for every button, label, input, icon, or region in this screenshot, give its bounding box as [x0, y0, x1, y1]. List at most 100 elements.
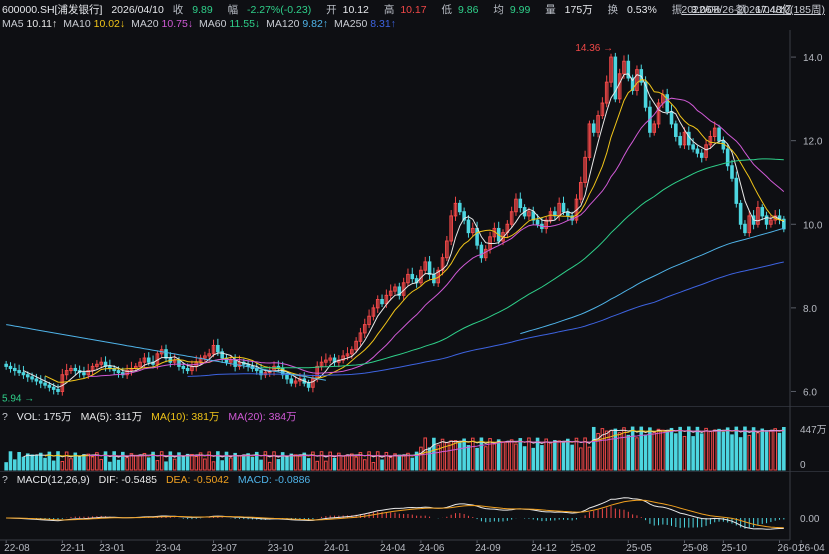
volume-bar — [665, 430, 669, 471]
candle — [652, 123, 657, 133]
volume-bar — [522, 446, 527, 471]
candle — [146, 357, 151, 363]
candle — [397, 286, 402, 296]
candle — [622, 60, 626, 75]
candle — [99, 361, 104, 365]
price-tick-label: 12.0 — [803, 137, 823, 148]
candle — [30, 376, 34, 380]
volume-bar — [401, 455, 406, 471]
candle — [630, 77, 635, 92]
volume-bar — [760, 428, 765, 471]
volume-bar — [315, 460, 320, 471]
candle — [596, 115, 600, 133]
volume-bar — [64, 451, 69, 471]
volume-bar — [501, 441, 505, 471]
volume-bar — [514, 443, 518, 471]
volume-bar — [587, 446, 592, 471]
volume-bar — [682, 435, 687, 471]
candle — [229, 359, 233, 363]
volume-bar — [371, 462, 376, 471]
candle — [445, 240, 449, 259]
candle — [34, 378, 39, 382]
candle — [514, 198, 518, 213]
ma-legend-item: MA10 10.02↓ — [63, 18, 126, 30]
volume-bar — [73, 452, 78, 471]
volume-bar — [159, 451, 164, 471]
volume-bar — [466, 445, 471, 471]
volume-bar — [358, 452, 363, 471]
volume-bar — [95, 452, 99, 471]
candle — [704, 144, 708, 158]
change-field: 幅 -2.27%(-0.23) — [227, 4, 312, 16]
candle — [293, 380, 298, 384]
candle — [362, 324, 367, 334]
ma-legend-item: MA120 9.82↑ — [266, 18, 329, 30]
volume-bar — [60, 460, 65, 471]
dea-line — [6, 499, 784, 529]
volume-bar — [436, 444, 441, 471]
volume-bar — [138, 455, 142, 471]
volume-bar — [47, 451, 52, 471]
volume-bar — [691, 436, 695, 471]
volume-bar — [725, 427, 730, 471]
candle — [410, 273, 415, 280]
volume-tick-label: 447万 — [800, 425, 827, 436]
candle — [95, 363, 99, 367]
volume-bar — [319, 451, 324, 471]
volume-bar — [764, 429, 769, 471]
ma60-line — [261, 158, 784, 369]
volume-bar — [483, 446, 488, 471]
candle — [635, 69, 639, 92]
volume-bar — [17, 452, 21, 471]
volume-bar — [38, 452, 43, 471]
volume-bar — [384, 451, 389, 471]
volume-bar — [475, 447, 479, 471]
x-tick-label: 25-08 — [682, 543, 708, 554]
candle — [8, 365, 13, 369]
close-field: 收 9.89 — [172, 4, 213, 16]
volume-bar — [43, 457, 47, 471]
candle — [699, 152, 704, 158]
symbol-label[interactable]: 600000.SH[浦发银行] — [2, 4, 103, 16]
candle — [717, 127, 721, 142]
collapse-icon[interactable]: ? — [2, 474, 8, 486]
volume-bar — [345, 454, 350, 471]
volume-bar — [782, 426, 786, 471]
candle — [587, 123, 592, 158]
collapse-icon[interactable]: ? — [2, 411, 8, 423]
candle — [725, 148, 730, 167]
volume-bar — [99, 458, 104, 471]
candle — [626, 60, 631, 79]
candle — [164, 349, 168, 359]
candle — [531, 211, 536, 221]
candle — [47, 384, 52, 388]
candle — [289, 378, 294, 384]
volume-bar — [125, 457, 129, 471]
x-tick-label: 23-04 — [155, 543, 181, 554]
volume-bar — [77, 455, 82, 471]
candle — [738, 202, 743, 225]
volume-bar — [583, 437, 587, 471]
volume-bar — [272, 451, 276, 471]
volume-bar — [518, 438, 523, 471]
volume-bar — [617, 432, 622, 471]
volume-bar — [566, 438, 570, 471]
volume-bar — [406, 452, 410, 471]
volume-bar — [630, 426, 635, 471]
quote-info-bar: 600000.SH[浦发银行] 2026/04/10 收 9.89 幅 -2.2… — [2, 2, 804, 17]
volume-bar — [656, 428, 661, 471]
macd-dif: DIF: -0.5485 — [98, 474, 158, 486]
volume-bar — [751, 427, 756, 471]
candle — [380, 299, 384, 305]
high-field: 高 10.17 — [383, 4, 427, 16]
volume-bar — [643, 434, 648, 471]
volume-bar — [103, 451, 108, 471]
volume-bar — [410, 457, 415, 471]
candle — [354, 340, 358, 351]
candle — [561, 202, 566, 213]
date-range-label[interactable]: 2022/08/26-2026/04/10(185周) — [681, 4, 825, 16]
volume-bar — [756, 432, 760, 471]
volume-bar — [311, 451, 315, 471]
x-tick-label: 22-11 — [60, 543, 85, 554]
